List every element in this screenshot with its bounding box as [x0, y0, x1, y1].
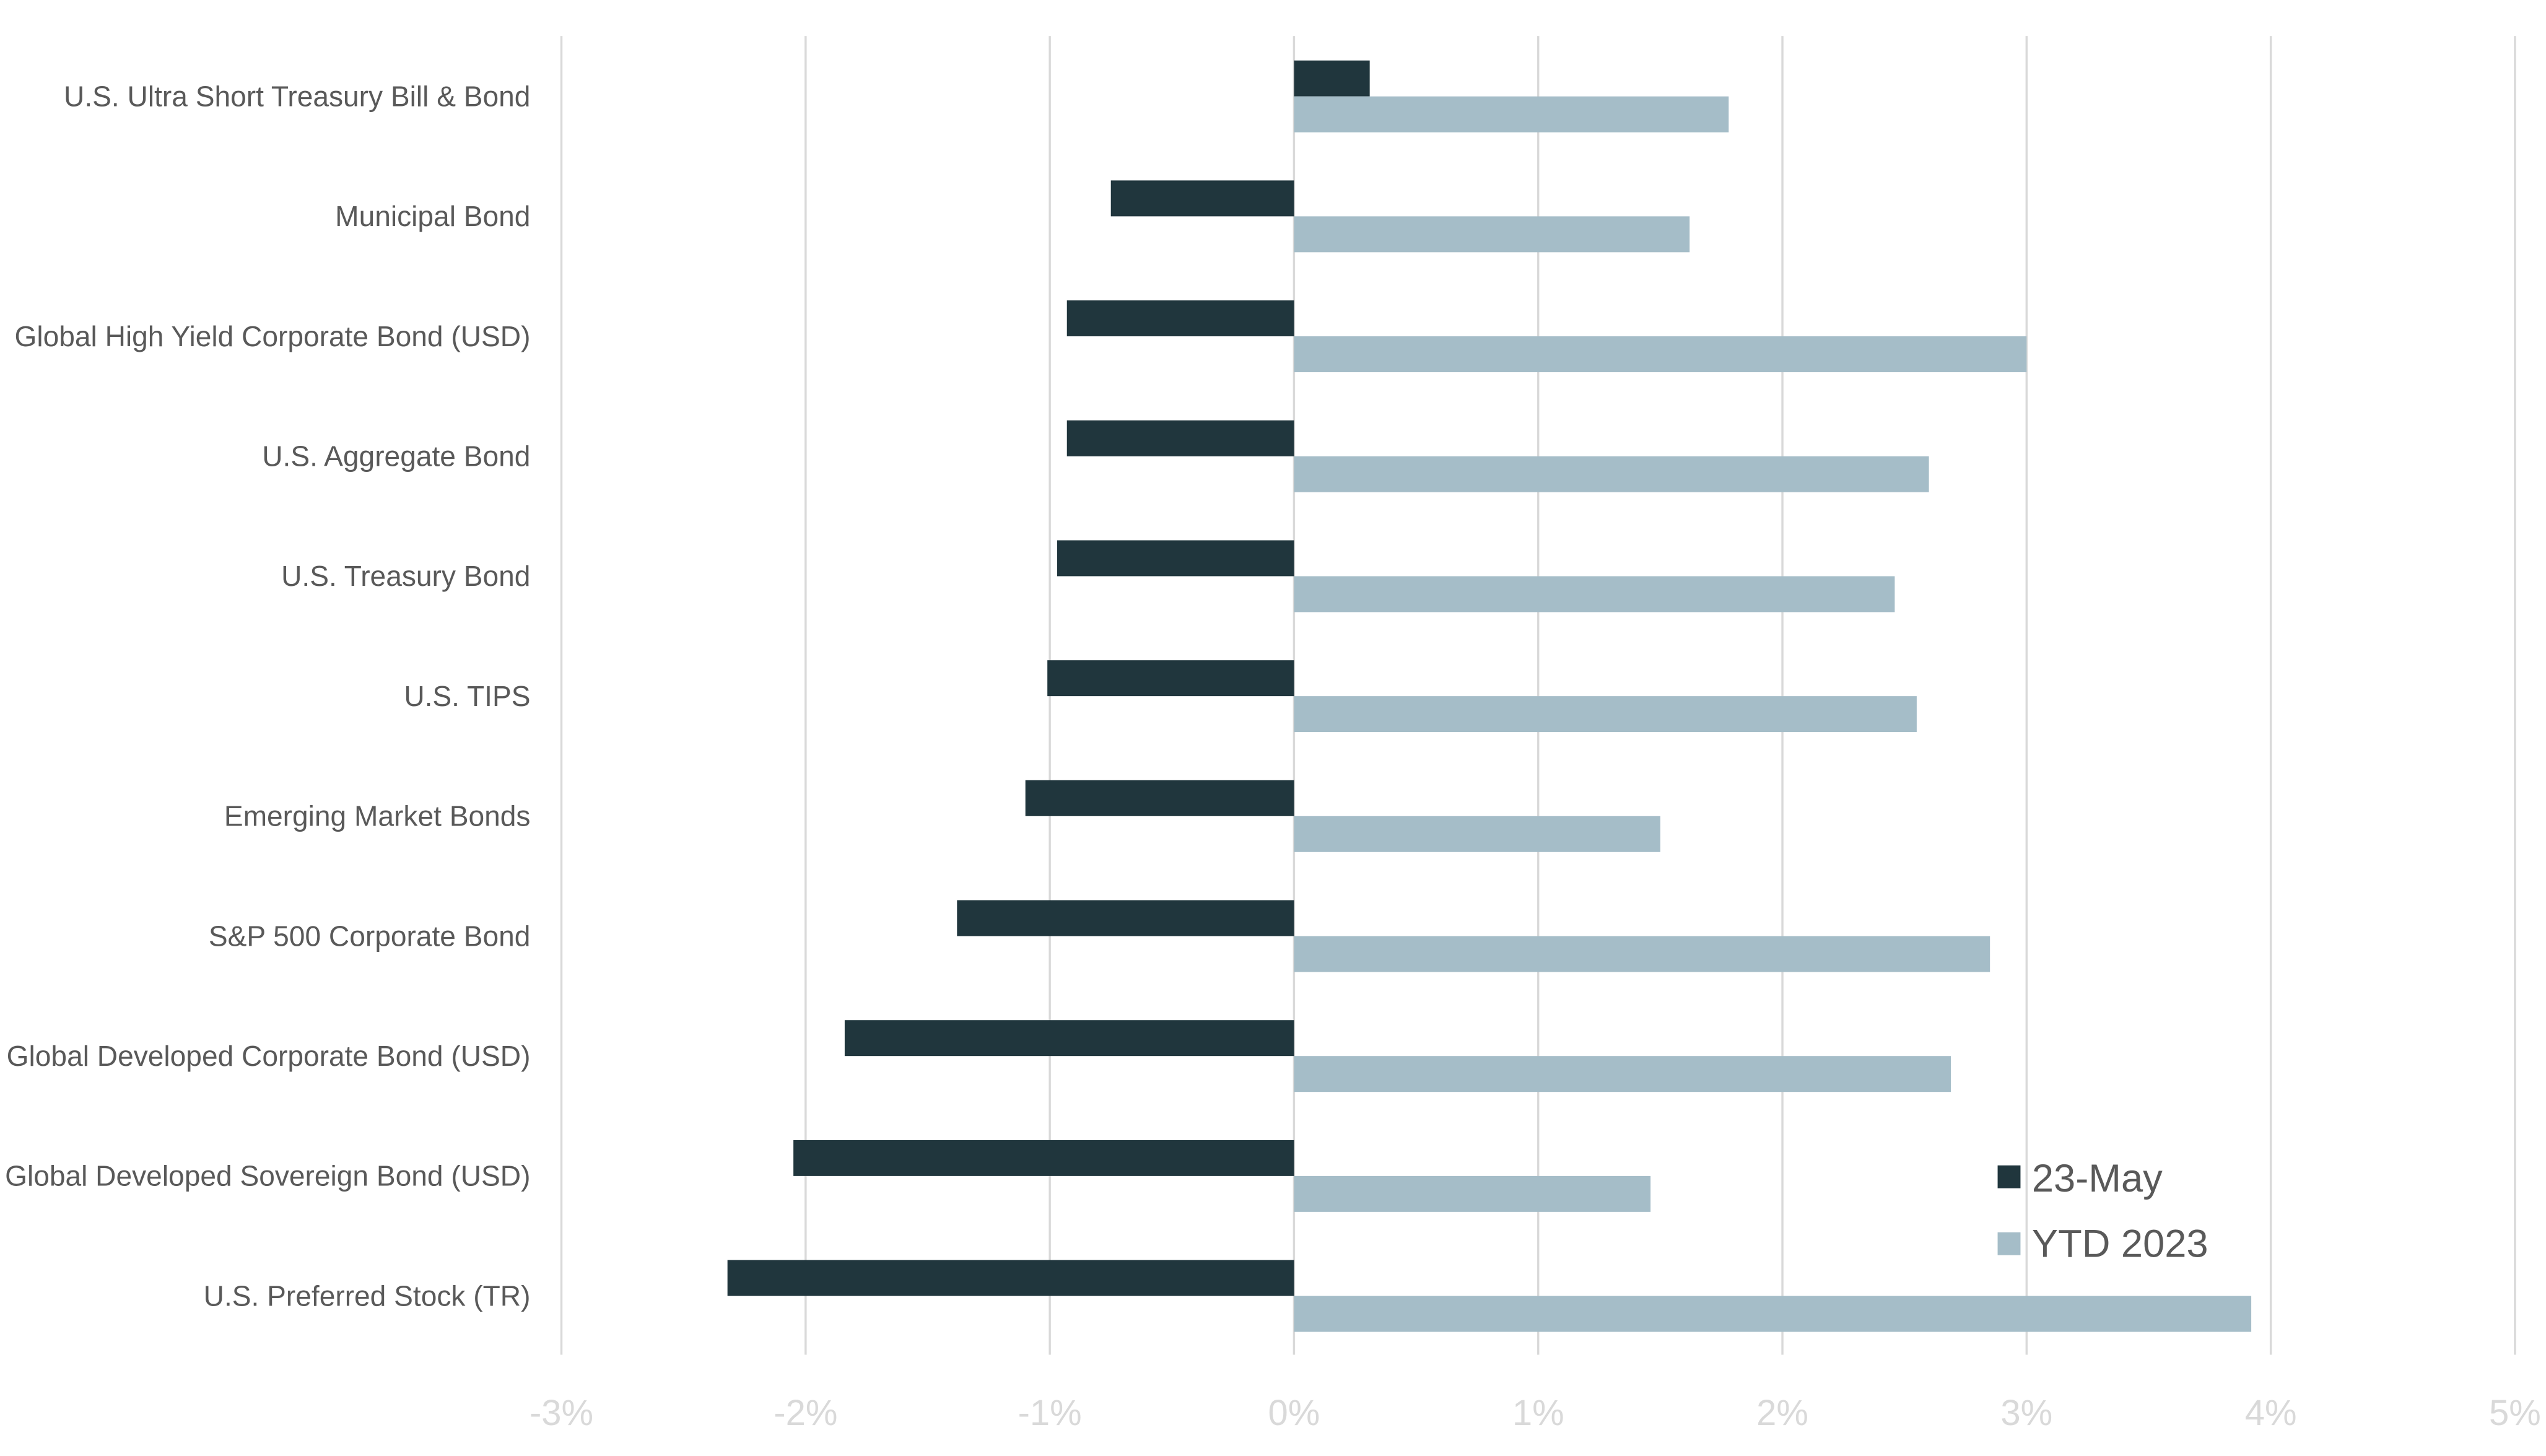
bar-23-may [1294, 60, 1370, 97]
category-label: Global Developed Corporate Bond (USD) [7, 1040, 531, 1072]
legend-swatch-23-may [1997, 1165, 2021, 1188]
bar-ytd-2023 [1294, 576, 1895, 612]
x-tick-label: -3% [530, 1393, 593, 1433]
bar-23-may [793, 1140, 1294, 1176]
category-labels: U.S. Ultra Short Treasury Bill & Bond Mun… [5, 80, 530, 1312]
bar-ytd-2023 [1294, 696, 1917, 733]
bar-ytd-2023 [1294, 936, 1990, 972]
x-tick-label: 0% [1268, 1393, 1320, 1433]
x-tick-labels: -3% -2% -1% 0% 1% 2% 3% 4% 5% [530, 1393, 2541, 1433]
bar-23-may [1047, 660, 1294, 697]
bar-23-may [1066, 420, 1294, 456]
bar-23-may [844, 1020, 1294, 1057]
bar-ytd-2023 [1294, 456, 1929, 492]
bar-ytd-2023 [1294, 216, 1690, 253]
legend-label-23-may: 23-May [2032, 1157, 2163, 1200]
category-label: Global Developed Sovereign Bond (USD) [5, 1160, 530, 1192]
x-tick-label: 5% [2489, 1393, 2541, 1433]
bar-ytd-2023 [1294, 816, 1660, 852]
legend-label-ytd-2023: YTD 2023 [2032, 1222, 2208, 1265]
legend-swatch-ytd-2023 [1997, 1232, 2021, 1255]
bar-23-may [1066, 300, 1294, 337]
category-label: U.S. Aggregate Bond [262, 440, 530, 473]
bar-23-may [1025, 780, 1294, 816]
x-tick-label: 2% [1756, 1393, 1808, 1433]
bar-ytd-2023 [1294, 336, 2027, 373]
bars [727, 60, 2252, 1332]
bar-ytd-2023 [1294, 96, 1729, 133]
category-label: Emerging Market Bonds [224, 800, 531, 832]
category-label: U.S. Treasury Bond [281, 560, 530, 592]
bar-23-may [727, 1260, 1294, 1296]
x-tick-label: -2% [774, 1393, 837, 1433]
bar-23-may [957, 900, 1294, 936]
bar-ytd-2023 [1294, 1296, 2252, 1332]
bar-23-may [1057, 540, 1294, 577]
category-label: Municipal Bond [335, 200, 530, 232]
bar-ytd-2023 [1294, 1056, 1951, 1092]
bar-ytd-2023 [1294, 1175, 1651, 1212]
legend: 23-May YTD 2023 [1997, 1157, 2208, 1265]
x-tick-label: 1% [1512, 1393, 1564, 1433]
category-label: U.S. Preferred Stock (TR) [204, 1279, 531, 1312]
bar-23-may [1110, 180, 1294, 217]
x-tick-label: 4% [2245, 1393, 2297, 1433]
gridlines [560, 36, 2516, 1355]
category-label: S&P 500 Corporate Bond [209, 920, 531, 952]
x-tick-label: -1% [1018, 1393, 1082, 1433]
x-tick-label: 3% [2000, 1393, 2052, 1433]
category-label: Global High Yield Corporate Bond (USD) [15, 320, 531, 352]
category-label: U.S. Ultra Short Treasury Bill & Bond [64, 80, 530, 112]
category-label: U.S. TIPS [404, 680, 530, 712]
